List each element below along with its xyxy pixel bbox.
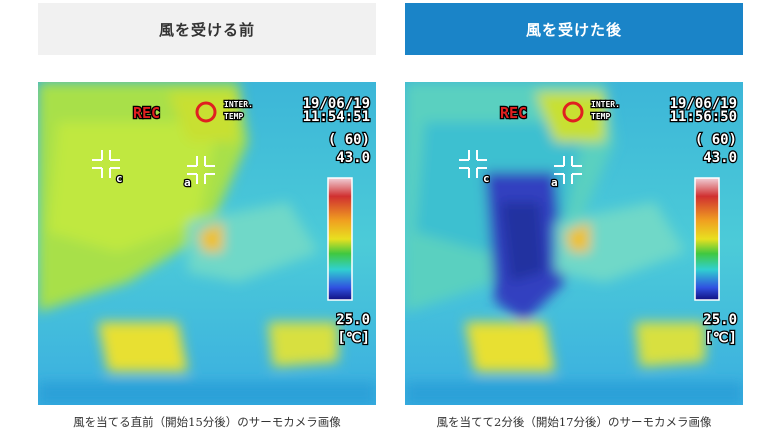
marker-c: c (116, 172, 123, 185)
inter-label: INTER. (591, 100, 620, 109)
panel-header: 風を受けた後 (405, 3, 743, 55)
thermal-blobs (405, 82, 743, 405)
blob (535, 92, 605, 142)
emissivity: ( 60) (328, 132, 370, 148)
date: 19/06/19 (670, 96, 737, 112)
marker-a: a (551, 176, 558, 189)
max-temp: 43.0 (336, 150, 370, 166)
blob (565, 222, 590, 252)
blob (465, 322, 555, 372)
timer-icon (195, 101, 217, 123)
unit: [℃] (337, 330, 370, 346)
temp-label: TEMP (224, 112, 243, 121)
rec-label: REC (500, 104, 527, 122)
min-temp: 25.0 (703, 312, 737, 328)
blob (98, 322, 188, 372)
blob (405, 382, 743, 405)
date: 19/06/19 (303, 96, 370, 112)
marker-a: a (184, 176, 191, 189)
inter-label: INTER. (224, 100, 253, 109)
blob (198, 222, 223, 252)
blob (38, 382, 376, 405)
timer-icon (562, 101, 584, 123)
marker-c: c (483, 172, 490, 185)
unit: [℃] (704, 330, 737, 346)
blob (555, 202, 685, 282)
max-temp: 43.0 (703, 150, 737, 166)
color-scale (327, 177, 353, 301)
blob (188, 202, 318, 282)
thermal-blobs (38, 82, 376, 405)
blob (500, 202, 545, 282)
panel-header: 風を受ける前 (38, 3, 376, 55)
caption: 風を当てて2分後（開始17分後）のサーモカメラ画像 (436, 415, 712, 429)
emissivity: ( 60) (695, 132, 737, 148)
blob (635, 322, 705, 367)
color-scale (694, 177, 720, 301)
blob (168, 92, 238, 142)
caption: 風を当てる直前（開始15分後）のサーモカメラ画像 (73, 415, 341, 429)
time: 11:56:50 (670, 109, 737, 125)
time: 11:54:51 (303, 109, 370, 125)
temp-label: TEMP (591, 112, 610, 121)
blob (268, 322, 338, 367)
min-temp: 25.0 (336, 312, 370, 328)
blob (48, 122, 218, 252)
rec-label: REC (133, 104, 160, 122)
